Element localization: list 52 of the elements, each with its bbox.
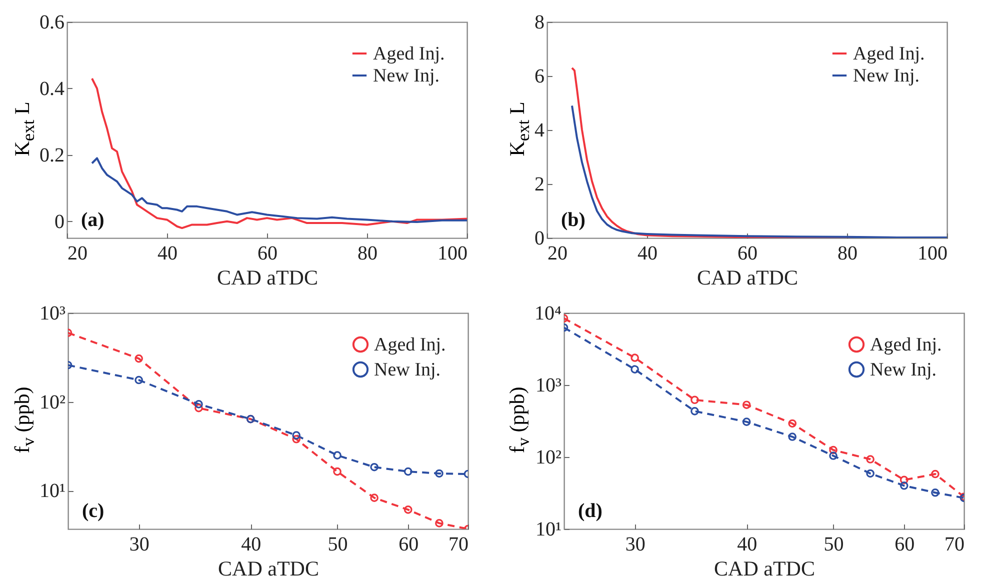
x-axis-title: CAD aTDC bbox=[697, 266, 798, 290]
y-tick-label: 8 bbox=[534, 12, 544, 34]
legend-label: Aged Inj. bbox=[870, 334, 942, 356]
x-tick-label: 60 bbox=[738, 242, 758, 264]
legend-label: New Inj. bbox=[853, 66, 920, 86]
y-tick-label: 10⁴ bbox=[534, 302, 562, 324]
legend-label: New Inj. bbox=[373, 66, 440, 86]
x-tick-label: 20 bbox=[548, 242, 568, 264]
x-tick-label: 40 bbox=[158, 242, 178, 264]
y-tick-label: 10¹ bbox=[536, 518, 562, 540]
x-tick-label: 50 bbox=[328, 534, 348, 556]
x-tick-label: 60 bbox=[258, 242, 278, 264]
x-tick-label: 80 bbox=[838, 242, 858, 264]
annotation: (a) bbox=[81, 209, 104, 231]
y-tick-label: 0 bbox=[54, 210, 64, 233]
x-tick-label: 40 bbox=[241, 534, 262, 556]
x-tick-label: 30 bbox=[625, 534, 646, 556]
x-tick-label: 40 bbox=[737, 534, 758, 556]
legend-label: Aged Inj. bbox=[853, 44, 925, 64]
y-tick-label: 10³ bbox=[40, 302, 66, 324]
legend-label: New Inj. bbox=[374, 360, 440, 380]
x-tick-label: 20 bbox=[68, 242, 88, 264]
y-tick-label: 6 bbox=[534, 66, 544, 88]
x-axis-title: CAD aTDC bbox=[714, 556, 815, 580]
legend-label: New Inj. bbox=[870, 360, 936, 380]
x-tick-label: 80 bbox=[358, 242, 378, 264]
y-tick-label: 4 bbox=[534, 120, 544, 142]
annotation: (b) bbox=[561, 209, 586, 231]
annotation: (c) bbox=[82, 500, 104, 522]
x-tick-label: 60 bbox=[398, 534, 419, 556]
x-tick-label: 70 bbox=[448, 534, 468, 556]
y-tick-label: 10² bbox=[536, 446, 562, 468]
y-tick-label: 0.4 bbox=[40, 78, 64, 100]
y-tick-label: 0 bbox=[534, 228, 544, 250]
y-tick-label: 0.6 bbox=[40, 12, 64, 34]
legend-label: Aged Inj. bbox=[374, 334, 446, 356]
x-axis-title: CAD aTDC bbox=[218, 556, 319, 580]
annotation: (d) bbox=[578, 500, 602, 522]
y-tick-label: 10² bbox=[40, 391, 66, 414]
x-tick-label: 30 bbox=[129, 534, 150, 556]
y-tick-label: 2 bbox=[534, 174, 544, 196]
x-axis-title: CAD aTDC bbox=[217, 266, 318, 290]
y-tick-label: 10³ bbox=[536, 374, 562, 396]
y-tick-label: 10¹ bbox=[40, 480, 66, 502]
x-tick-label: 100 bbox=[438, 242, 468, 264]
x-tick-label: 100 bbox=[918, 242, 948, 264]
x-tick-label: 60 bbox=[894, 534, 915, 556]
x-tick-label: 70 bbox=[944, 534, 964, 556]
legend-label: Aged Inj. bbox=[373, 44, 445, 64]
x-tick-label: 40 bbox=[638, 242, 658, 264]
y-tick-label: 0.2 bbox=[40, 144, 64, 166]
x-tick-label: 50 bbox=[824, 534, 844, 556]
